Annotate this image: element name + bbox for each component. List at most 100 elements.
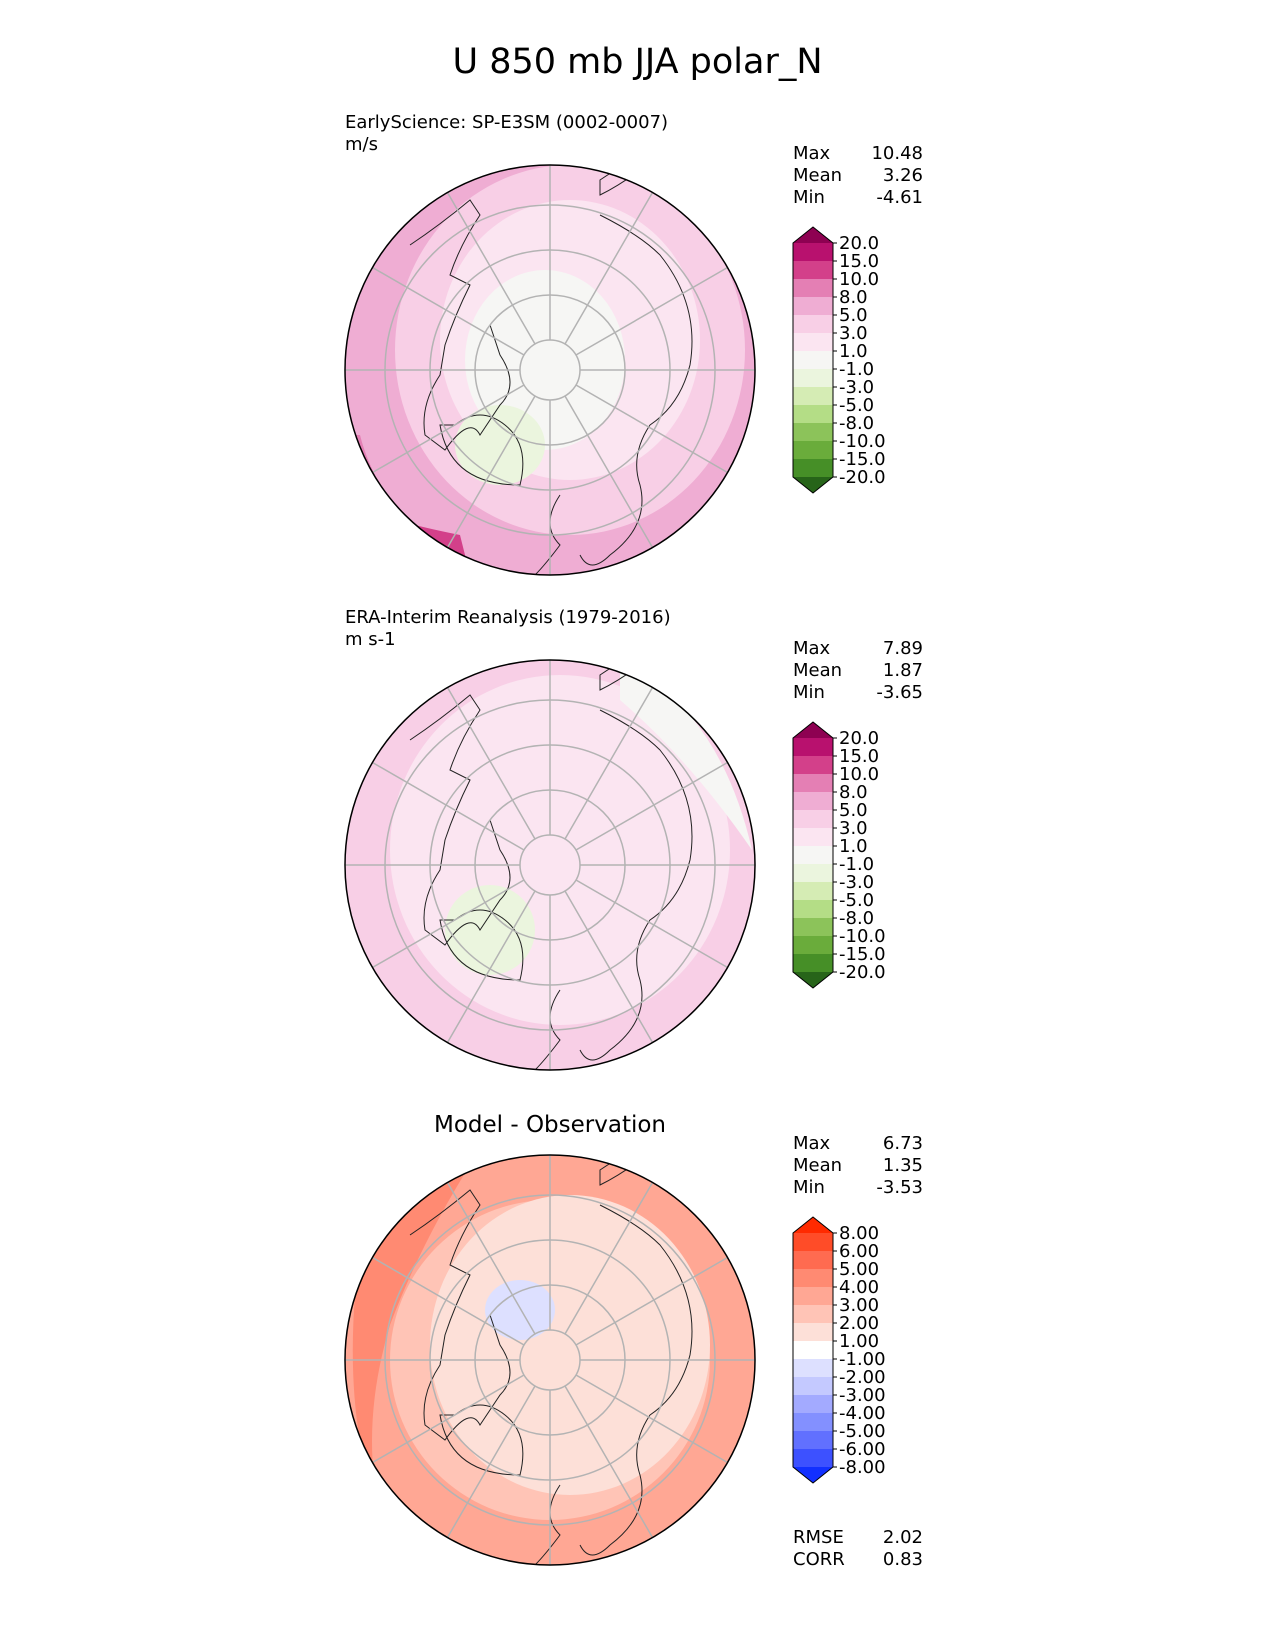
coastline xyxy=(579,1204,693,1556)
map-field xyxy=(345,1155,755,1565)
colorbar-tick-label: -15.0 xyxy=(839,449,886,470)
meridian-line xyxy=(575,266,728,356)
stats-box: Max 6.73 Mean 1.35 Min -3.53 xyxy=(793,1133,923,1199)
meridian-line xyxy=(575,761,728,851)
stat-value: -4.61 xyxy=(876,187,923,208)
metrics-box: RMSE 2.02 CORR 0.83 xyxy=(793,1527,923,1571)
contour-region xyxy=(620,660,752,850)
meridian-line xyxy=(372,384,525,474)
colorbar-tick-label: 6.00 xyxy=(839,1241,879,1262)
colorbar-swatch xyxy=(793,774,833,792)
colorbar: 20.015.010.08.05.03.01.0-1.0-3.0-5.0-8.0… xyxy=(792,226,886,494)
colorbar-tick-label: 10.0 xyxy=(839,764,879,785)
colorbar-tick-label: 5.0 xyxy=(839,800,868,821)
stat-name: Min xyxy=(793,187,825,208)
meridian-line xyxy=(372,1374,525,1464)
contour-region xyxy=(465,270,625,450)
map-boundary xyxy=(344,659,756,1071)
colorbar-swatch xyxy=(793,279,833,297)
colorbar-swatch xyxy=(793,423,833,441)
meridian-line xyxy=(446,687,536,840)
meridian-line xyxy=(446,890,536,1043)
colorbar-swatch xyxy=(793,810,833,828)
colorbar-tick-label: 20.0 xyxy=(839,728,879,749)
colorbar-tick-label: -1.00 xyxy=(839,1349,886,1370)
coastline xyxy=(409,199,511,451)
meridian-line xyxy=(564,1385,654,1538)
meridian-line xyxy=(446,1182,536,1335)
colorbar-tick-label: -1.0 xyxy=(839,854,874,875)
coastline xyxy=(439,1404,524,1476)
panel-title: Model - Observation xyxy=(433,1112,667,1138)
meridian-line xyxy=(446,395,536,548)
colorbar: 20.015.010.08.05.03.01.0-1.0-3.0-5.0-8.0… xyxy=(792,721,886,989)
colorbar-swatch xyxy=(793,936,833,954)
colorbar-swatch xyxy=(793,387,833,405)
meridian-line xyxy=(372,879,525,969)
panel-reference: ERA-Interim Reanalysis (1979-2016) m s-1… xyxy=(0,600,1275,1090)
meridian-line xyxy=(575,1374,728,1464)
colorbar-swatch xyxy=(793,369,833,387)
colorbar-tick-label: -20.0 xyxy=(839,467,886,488)
colorbar-tick-label: -8.0 xyxy=(839,908,874,929)
colorbar-tick-label: -8.00 xyxy=(839,1457,886,1478)
colorbar-swatch xyxy=(793,954,833,972)
coastline xyxy=(439,909,524,981)
colorbar-tick-label: -5.0 xyxy=(839,890,874,911)
colorbar-swatch xyxy=(793,351,833,369)
panel-difference: Model - Observation Max 6.73 Mean 1.35 Min… xyxy=(0,1095,1275,1585)
panel-label: ERA-Interim Reanalysis (1979-2016) xyxy=(345,607,671,628)
colorbar-tick-label: -3.0 xyxy=(839,872,874,893)
colorbar-tick-label: 20.0 xyxy=(839,233,879,254)
stat-value: 10.48 xyxy=(871,143,923,164)
colorbar-tick-label: -10.0 xyxy=(839,431,886,452)
colorbar-swatch xyxy=(793,1341,833,1359)
colorbar-tick-label: 8.0 xyxy=(839,782,868,803)
stat-name: Max xyxy=(793,638,831,659)
panel-label: EarlyScience: SP-E3SM (0002-0007) xyxy=(345,112,669,133)
colorbar-extend-top xyxy=(793,722,833,738)
colorbar-swatch xyxy=(793,864,833,882)
stat-name: Min xyxy=(793,1177,825,1198)
stat-value: 3.26 xyxy=(882,165,923,186)
contour-region xyxy=(350,435,470,575)
colorbar-tick-label: -1.0 xyxy=(839,359,874,380)
stat-value: 1.87 xyxy=(882,660,923,681)
stat-name: Max xyxy=(793,1133,831,1154)
colorbar-swatch xyxy=(793,243,833,261)
colorbar-swatch xyxy=(793,1287,833,1305)
colorbar-swatch xyxy=(793,459,833,477)
stat-name: Mean xyxy=(793,660,843,681)
meridian-line xyxy=(564,192,654,345)
colorbar-swatch xyxy=(793,405,833,423)
colorbar: 8.006.005.004.003.002.001.00-1.00-2.00-3… xyxy=(792,1216,886,1484)
colorbar-tick-label: 1.0 xyxy=(839,341,868,362)
map-field xyxy=(345,165,755,575)
coastline xyxy=(534,494,561,575)
colorbar-tick-label: 1.00 xyxy=(839,1331,879,1352)
meridian-line xyxy=(372,266,525,356)
colorbar-tick-label: 8.0 xyxy=(839,287,868,308)
metric-name: CORR xyxy=(793,1549,845,1570)
meridian-line xyxy=(564,687,654,840)
colorbar-tick-label: -5.00 xyxy=(839,1421,886,1442)
polar-map: 20.015.010.08.05.03.01.0-1.0-3.0-5.0-8.0… xyxy=(344,164,886,576)
contour-region xyxy=(485,1280,555,1340)
colorbar-tick-label: 4.00 xyxy=(839,1277,879,1298)
map-boundary xyxy=(344,164,756,576)
meridian-line xyxy=(372,761,525,851)
colorbar-swatch xyxy=(793,1395,833,1413)
contour-region xyxy=(430,1195,710,1495)
stat-value: -3.53 xyxy=(876,1177,923,1198)
colorbar-tick-label: -6.00 xyxy=(839,1439,886,1460)
colorbar-tick-label: -3.0 xyxy=(839,377,874,398)
colorbar-swatch xyxy=(793,882,833,900)
colorbar-tick-label: -20.0 xyxy=(839,962,886,983)
figure-title: U 850 mb JJA polar_N xyxy=(452,42,823,82)
colorbar-tick-label: -3.00 xyxy=(839,1385,886,1406)
colorbar-swatch xyxy=(793,315,833,333)
meridian-line xyxy=(372,1256,525,1346)
colorbar-tick-label: -5.0 xyxy=(839,395,874,416)
colorbar-swatch xyxy=(793,828,833,846)
meridian-line xyxy=(564,1182,654,1335)
